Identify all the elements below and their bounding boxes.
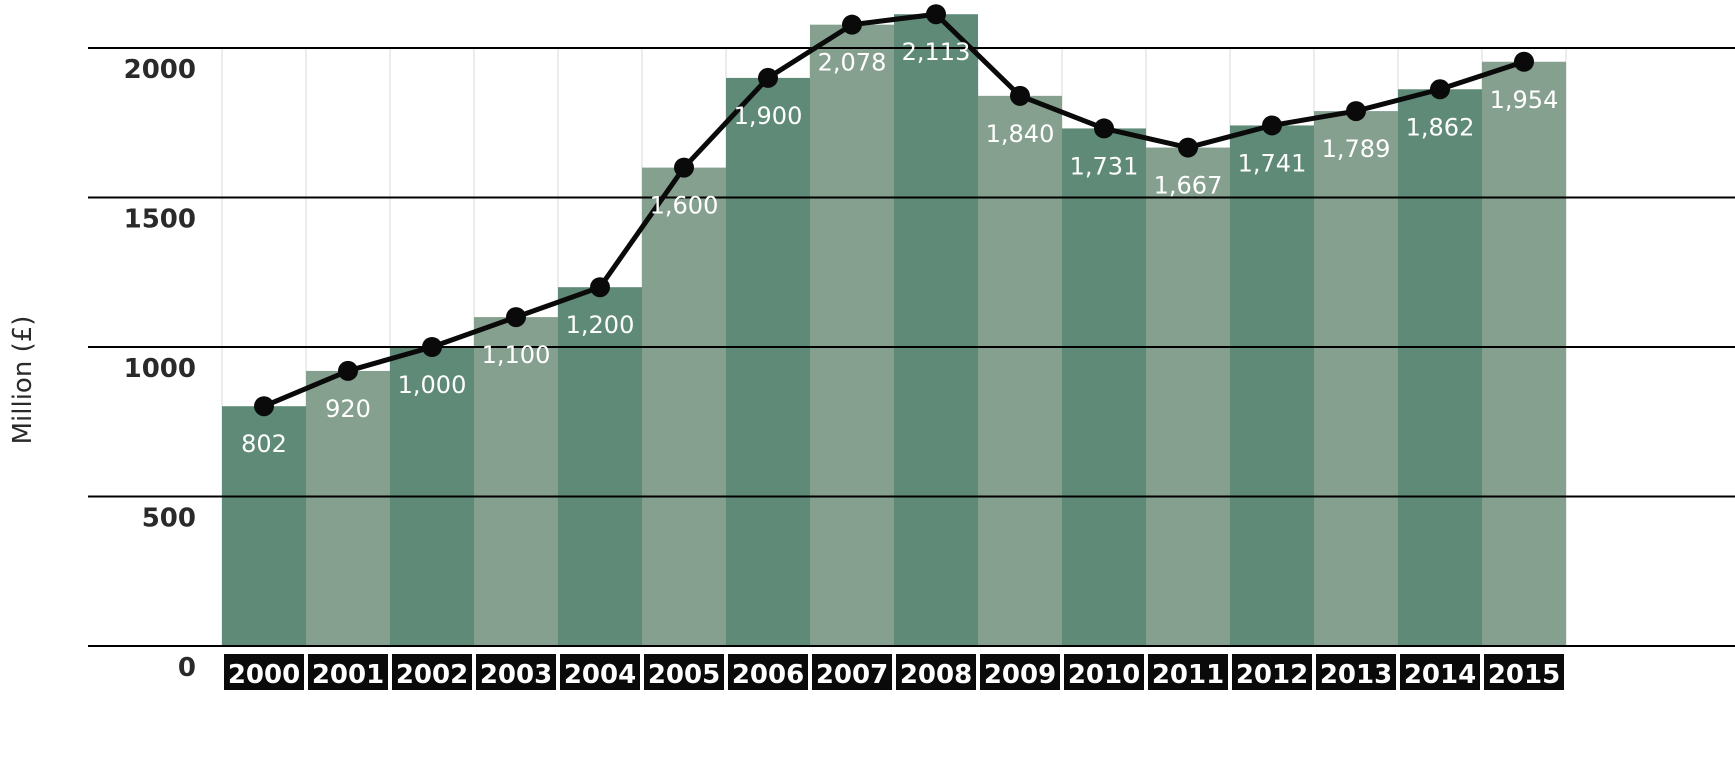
x-tick-label-2001: 2001 xyxy=(312,660,384,690)
line-point-2012 xyxy=(1262,115,1282,136)
x-label-box xyxy=(812,654,892,690)
x-label-box xyxy=(392,654,472,690)
data-label-2008: 2,113 xyxy=(902,38,971,66)
data-label-2002: 1,000 xyxy=(398,371,467,399)
x-tick-label-2009: 2009 xyxy=(984,660,1056,690)
y-tick-label: 1000 xyxy=(124,354,196,384)
x-tick-label-2014: 2014 xyxy=(1404,660,1476,690)
bar-2015 xyxy=(1482,61,1566,646)
x-label-box xyxy=(896,654,976,690)
line-point-2000 xyxy=(254,396,274,417)
trend-line xyxy=(263,11,1525,409)
line-point-2009 xyxy=(1010,85,1030,106)
line-point-2003 xyxy=(506,307,526,328)
data-label-2003: 1,100 xyxy=(482,341,551,369)
bar-2007 xyxy=(810,24,894,647)
data-label-2000: 802 xyxy=(241,430,287,458)
data-label-2013: 1,789 xyxy=(1322,135,1391,163)
data-label-2015: 1,954 xyxy=(1490,86,1559,114)
x-label-box xyxy=(1316,654,1396,690)
line-point-2014 xyxy=(1430,79,1450,100)
bar-2001 xyxy=(306,370,390,646)
x-label-box xyxy=(1148,654,1228,690)
x-tick-label-2013: 2013 xyxy=(1320,660,1392,690)
x-tick-label-2003: 2003 xyxy=(480,660,552,690)
x-label-box xyxy=(476,654,556,690)
y-tick-label: 0 xyxy=(178,653,196,683)
bar-2010 xyxy=(1062,128,1146,646)
x-tick-label-2015: 2015 xyxy=(1488,660,1560,690)
bar-2004 xyxy=(558,287,642,646)
data-label-2009: 1,840 xyxy=(986,120,1055,148)
line-point-2011 xyxy=(1178,137,1198,158)
x-label-box xyxy=(1064,654,1144,690)
x-label-box xyxy=(728,654,808,690)
y-tick-label: 500 xyxy=(142,504,196,534)
data-label-2014: 1,862 xyxy=(1406,113,1475,141)
line-point-2004 xyxy=(590,277,610,298)
x-tick-label-2012: 2012 xyxy=(1236,660,1308,690)
data-label-2006: 1,900 xyxy=(734,102,803,130)
x-tick-label-2000: 2000 xyxy=(228,660,300,690)
x-label-box xyxy=(1484,654,1564,690)
line-point-2010 xyxy=(1094,118,1114,139)
x-tick-label-2002: 2002 xyxy=(396,660,468,690)
y-tick-label: 2000 xyxy=(124,55,196,85)
bar-2003 xyxy=(474,317,558,646)
x-tick-label-2004: 2004 xyxy=(564,660,636,690)
line-point-2015 xyxy=(1514,51,1534,72)
x-label-box xyxy=(308,654,388,690)
line-point-2001 xyxy=(338,360,358,381)
x-label-box xyxy=(644,654,724,690)
x-label-box xyxy=(980,654,1060,690)
x-tick-label-2011: 2011 xyxy=(1152,660,1224,690)
x-label-box xyxy=(1400,654,1480,690)
bar-2014 xyxy=(1398,89,1482,646)
x-tick-label-2005: 2005 xyxy=(648,660,720,690)
data-label-2005: 1,600 xyxy=(650,192,719,220)
bar-2013 xyxy=(1314,111,1398,647)
bar-2011 xyxy=(1146,147,1230,646)
line-point-2006 xyxy=(758,67,778,88)
data-label-2012: 1,741 xyxy=(1238,149,1307,177)
data-label-2007: 2,078 xyxy=(818,49,887,77)
line-point-2005 xyxy=(674,157,694,178)
bar-2009 xyxy=(978,95,1062,647)
line-point-2013 xyxy=(1346,101,1366,122)
bar-2012 xyxy=(1230,125,1314,647)
data-label-2001: 920 xyxy=(325,395,371,423)
bar-2006 xyxy=(726,77,810,646)
x-tick-label-2008: 2008 xyxy=(900,660,972,690)
x-label-box xyxy=(224,654,304,690)
data-label-2010: 1,731 xyxy=(1070,152,1139,180)
bar-2000 xyxy=(222,406,306,646)
x-label-box xyxy=(1232,654,1312,690)
x-label-box xyxy=(560,654,640,690)
bar-2005 xyxy=(642,167,726,646)
x-tick-label-2006: 2006 xyxy=(732,660,804,690)
data-label-2011: 1,667 xyxy=(1154,172,1223,200)
bar-2008 xyxy=(894,14,978,646)
y-tick-label: 1500 xyxy=(124,205,196,235)
x-tick-label-2007: 2007 xyxy=(816,660,888,690)
line-point-2008 xyxy=(926,4,946,25)
x-tick-label-2010: 2010 xyxy=(1068,660,1140,690)
data-label-2004: 1,200 xyxy=(566,311,635,339)
line-point-2007 xyxy=(842,14,862,35)
line-point-2002 xyxy=(422,337,442,357)
